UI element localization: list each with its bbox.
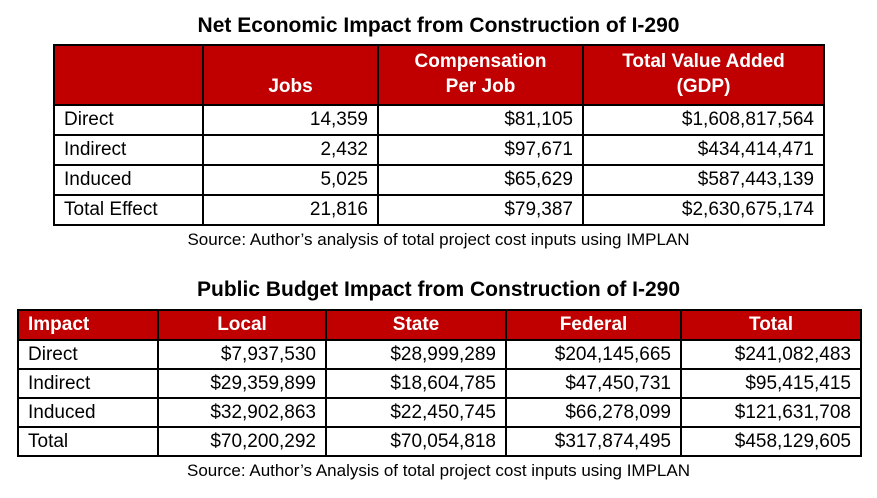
budget-impact-header-row: Impact Local State Federal Total — [17, 309, 862, 341]
compensation-cell: $65,629 — [377, 164, 584, 196]
gdp-cell: $2,630,675,174 — [582, 194, 825, 226]
state-cell: $18,604,785 — [325, 368, 507, 399]
table-row: Indirect $29,359,899 $18,604,785 $47,450… — [17, 368, 862, 399]
total-cell: $95,415,415 — [680, 368, 862, 399]
federal-cell: $317,874,495 — [505, 426, 682, 457]
row-label-cell: Direct — [53, 104, 204, 136]
header-cell-state: State — [325, 309, 507, 341]
header-line: Per Job — [445, 76, 516, 97]
table-row: Induced $32,902,863 $22,450,745 $66,278,… — [17, 397, 862, 428]
table-row: Direct 14,359 $81,105 $1,608,817,564 — [53, 104, 825, 136]
table-row: Indirect 2,432 $97,671 $434,414,471 — [53, 134, 825, 166]
header-cell-federal: Federal — [505, 309, 682, 341]
state-cell: $28,999,289 — [325, 339, 507, 370]
local-cell: $70,200,292 — [157, 426, 327, 457]
row-label-cell: Total — [17, 426, 159, 457]
state-cell: $70,054,818 — [325, 426, 507, 457]
jobs-cell: 2,432 — [202, 134, 379, 166]
header-line: Total Value Added — [622, 51, 785, 72]
header-cell-blank — [53, 44, 204, 106]
page: Net Economic Impact from Construction of… — [17, 14, 862, 480]
net-impact-title: Net Economic Impact from Construction of… — [197, 14, 680, 37]
total-cell: $121,631,708 — [680, 397, 862, 428]
jobs-cell: 21,816 — [202, 194, 379, 226]
header-line: Jobs — [268, 76, 313, 97]
header-line: (GDP) — [676, 76, 731, 97]
total-cell: $241,082,483 — [680, 339, 862, 370]
federal-cell: $204,145,665 — [505, 339, 682, 370]
header-cell-impact: Impact — [17, 309, 159, 341]
gdp-cell: $587,443,139 — [582, 164, 825, 196]
row-label-cell: Direct — [17, 339, 159, 370]
gdp-cell: $434,414,471 — [582, 134, 825, 166]
local-cell: $32,902,863 — [157, 397, 327, 428]
row-label-cell: Indirect — [53, 134, 204, 166]
source-note: Source: Author’s analysis of total proje… — [187, 230, 690, 249]
net-impact-table: Jobs Compensation Per Job Total Value Ad… — [53, 44, 825, 226]
table-row: Induced 5,025 $65,629 $587,443,139 — [53, 164, 825, 196]
compensation-cell: $79,387 — [377, 194, 584, 226]
table-row: Total $70,200,292 $70,054,818 $317,874,4… — [17, 426, 862, 457]
federal-cell: $47,450,731 — [505, 368, 682, 399]
federal-cell: $66,278,099 — [505, 397, 682, 428]
header-cell-total: Total — [680, 309, 862, 341]
header-cell-local: Local — [157, 309, 327, 341]
net-impact-header-row: Jobs Compensation Per Job Total Value Ad… — [53, 44, 825, 106]
row-label-cell: Total Effect — [53, 194, 204, 226]
table-row: Total Effect 21,816 $79,387 $2,630,675,1… — [53, 194, 825, 226]
compensation-cell: $97,671 — [377, 134, 584, 166]
budget-impact-table: Impact Local State Federal Total Direct … — [17, 309, 862, 457]
row-label-cell: Indirect — [17, 368, 159, 399]
row-label-cell: Induced — [53, 164, 204, 196]
local-cell: $29,359,899 — [157, 368, 327, 399]
header-cell-total-value-added: Total Value Added (GDP) — [582, 44, 825, 106]
gdp-cell: $1,608,817,564 — [582, 104, 825, 136]
budget-impact-title: Public Budget Impact from Construction o… — [196, 278, 681, 301]
jobs-cell: 5,025 — [202, 164, 379, 196]
table-row: Direct $7,937,530 $28,999,289 $204,145,6… — [17, 339, 862, 370]
source-note: Source: Author’s Analysis of total proje… — [186, 461, 691, 480]
header-line: Compensation — [414, 51, 547, 72]
row-label-cell: Induced — [17, 397, 159, 428]
compensation-cell: $81,105 — [377, 104, 584, 136]
header-cell-compensation-per-job: Compensation Per Job — [377, 44, 584, 106]
header-cell-jobs: Jobs — [202, 44, 379, 106]
state-cell: $22,450,745 — [325, 397, 507, 428]
local-cell: $7,937,530 — [157, 339, 327, 370]
total-cell: $458,129,605 — [680, 426, 862, 457]
jobs-cell: 14,359 — [202, 104, 379, 136]
